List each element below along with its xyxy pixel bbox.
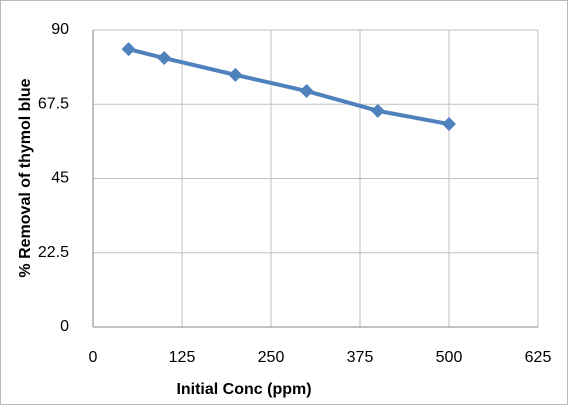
x-axis-title: Initial Conc (ppm) (176, 381, 311, 398)
data-point (121, 42, 136, 57)
y-tick-label: 0 (60, 318, 69, 335)
data-point (228, 67, 243, 82)
x-tick-label: 500 (436, 349, 463, 366)
y-tick-label: 45 (51, 170, 69, 187)
y-tick-label: 22.5 (38, 244, 69, 261)
y-tick-label: 90 (51, 21, 69, 38)
x-tick-label: 125 (169, 349, 196, 366)
data-line (128, 47, 450, 127)
y-axis-title: % Removal of thymol blue (17, 78, 34, 277)
data-point (157, 51, 172, 66)
data-point (299, 84, 314, 99)
x-tick-label: 250 (258, 349, 285, 366)
y-tick-label: 67.5 (38, 95, 69, 112)
data-point (370, 103, 385, 118)
data-point (442, 117, 456, 132)
x-tick-label: 375 (347, 349, 374, 366)
x-tick-label: 0 (89, 349, 98, 366)
x-tick-label: 625 (525, 349, 552, 366)
